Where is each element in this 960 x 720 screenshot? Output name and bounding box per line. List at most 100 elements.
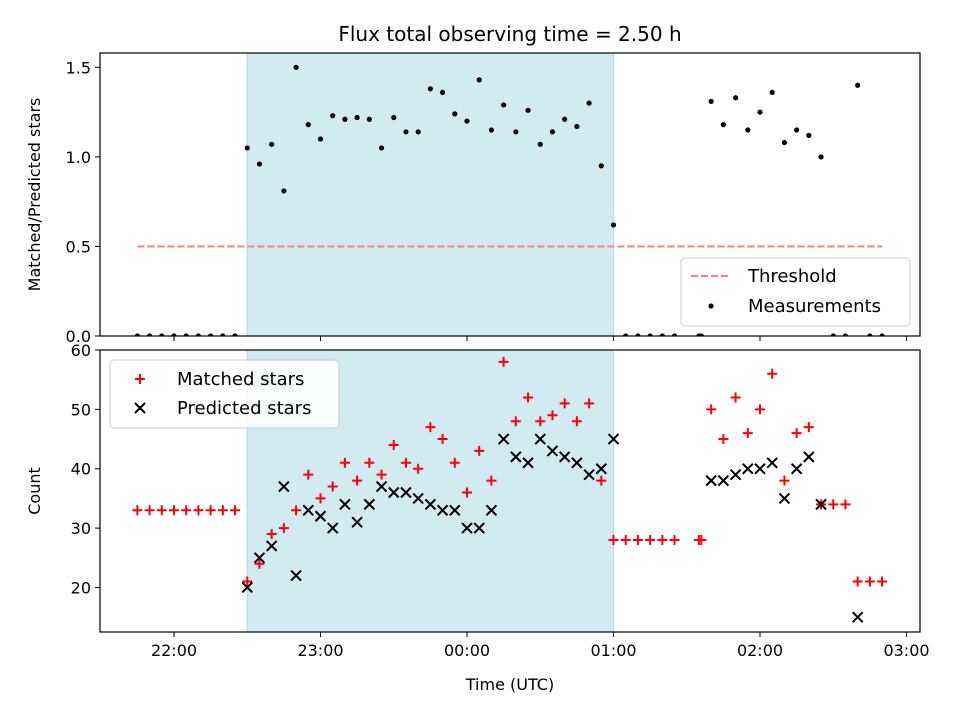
matched-star-point (706, 404, 717, 415)
y-tick-label: 1.0 (66, 148, 91, 167)
measurement-point (598, 163, 604, 169)
matched-star-point (339, 457, 350, 468)
matched-star-point (169, 505, 179, 516)
measurement-point (232, 333, 238, 336)
measurement-point (610, 222, 617, 228)
legend-predicted-label: Predicted stars (177, 398, 311, 419)
matched-star-point (327, 481, 338, 492)
chart-title: Flux total observing time = 2.50 h (338, 22, 681, 46)
matched-star-point (181, 505, 192, 516)
matched-star-point (755, 404, 765, 415)
predicted-star-point (241, 581, 253, 594)
measurement-point (659, 333, 665, 336)
measurement-point (317, 136, 324, 142)
predicted-star-point (778, 492, 791, 505)
plot-area (134, 64, 885, 336)
axes-frame (99, 349, 921, 633)
legend-matched-swatch (135, 374, 145, 384)
predicted-star-point (534, 433, 546, 445)
predicted-star-point (436, 504, 449, 517)
measurement-point (354, 114, 360, 121)
predicted-star-point (705, 474, 717, 487)
measurement-point (452, 111, 458, 117)
measurement-point (134, 333, 140, 336)
measurement-point (427, 86, 433, 92)
measurement-point (671, 333, 678, 336)
matched-star-point (474, 445, 485, 456)
matched-star-point (645, 534, 656, 545)
predicted-star-point (510, 451, 522, 463)
measurement-point (183, 333, 189, 336)
measurement-point (574, 123, 580, 130)
measurement-point (647, 333, 653, 336)
measurement-point (745, 127, 751, 133)
measurement-point (549, 129, 556, 135)
predicted-star-point (388, 486, 400, 499)
predicted-star-point (449, 504, 461, 517)
matched-star-point (217, 505, 228, 516)
legend: Threshold Measurements (680, 257, 911, 327)
predicted-star-point (583, 468, 595, 481)
x-tick-label: 00:00 (444, 641, 490, 660)
predicted-star-point (571, 457, 583, 469)
y-tick-label: 30 (71, 519, 91, 538)
measurement-point (586, 100, 592, 106)
measurement-point (244, 145, 250, 151)
measurement-point (342, 116, 348, 122)
legend-measurements-swatch (708, 303, 714, 309)
measurement-point (195, 333, 202, 336)
measurement-point (171, 333, 177, 336)
matched-star-point (425, 422, 436, 433)
matched-star-point (696, 534, 707, 545)
matched-star-point (291, 505, 302, 516)
measurement-point (513, 129, 519, 135)
measurement-point (757, 109, 763, 115)
matched-star-point (864, 576, 875, 587)
matched-star-point (571, 416, 582, 427)
ratio-panel: 0.0 0.5 1.0 1.5 Matched/Predicted stars Thres… (25, 52, 921, 346)
matched-star-point (278, 523, 289, 534)
predicted-star-point (253, 552, 266, 564)
matched-star-point (877, 576, 888, 587)
predicted-star-point (546, 445, 559, 457)
y-tick-label: 60 (71, 341, 91, 360)
predicted-star-point (766, 457, 778, 469)
matched-star-point (242, 576, 253, 587)
matched-star-point (193, 505, 204, 516)
measurement-point (256, 161, 263, 167)
y-axis-label: Count (25, 467, 44, 515)
x-tick-label: 03:00 (883, 641, 929, 660)
measurement-point (220, 333, 226, 336)
predicted-star-point (314, 510, 327, 522)
measurement-point (635, 333, 641, 336)
matched-star-point (584, 398, 595, 409)
measurement-point (476, 77, 482, 83)
matched-star-point (144, 505, 155, 516)
predicted-star-point (558, 451, 571, 463)
legend-matched-label: Matched stars (177, 369, 304, 390)
measurement-point (732, 95, 739, 101)
predicted-star-point (412, 492, 424, 505)
measurement-point (439, 89, 446, 96)
measurement-point (378, 145, 385, 151)
x-tick-label: 22:00 (151, 641, 197, 660)
predicted-star-point (473, 522, 485, 534)
predicted-star-point (485, 504, 498, 517)
y-tick-label: 1.5 (66, 58, 91, 77)
matched-star-point (303, 469, 314, 480)
predicted-star-point (790, 463, 803, 475)
x-tick-label: 23:00 (297, 641, 343, 660)
predicted-star-point (265, 540, 278, 552)
measurement-point (769, 89, 775, 96)
legend-threshold-label: Threshold (747, 266, 837, 287)
measurement-point (842, 333, 849, 336)
predicted-star-point (400, 486, 412, 499)
matched-star-point (523, 392, 534, 403)
predicted-star-point (375, 480, 388, 493)
y-tick-label: 40 (71, 460, 91, 479)
measurement-point (781, 139, 788, 146)
axes-frame (99, 52, 921, 337)
matched-star-point (852, 576, 863, 587)
matched-star-point (803, 422, 814, 433)
